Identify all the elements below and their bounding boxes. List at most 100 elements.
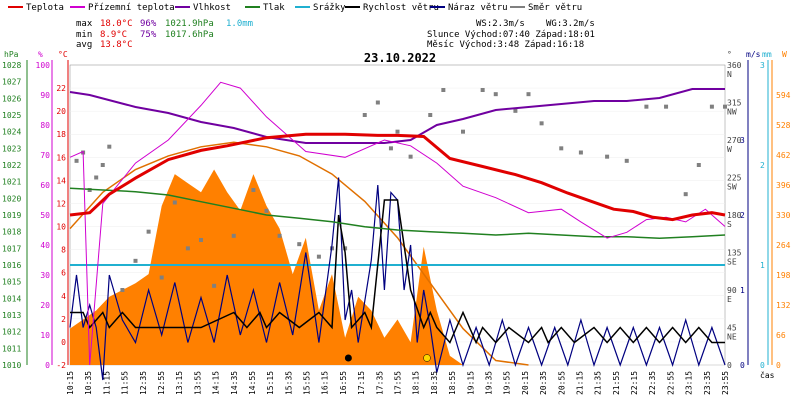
pressure-tick-label: 1021 [2,178,21,187]
wind-dir-tick-label: 180 [727,211,742,220]
wind-dir-point [723,104,727,109]
legend-label: Vlhkost [193,3,231,13]
pressure-tick-label: 1013 [2,311,21,320]
wind-dir-point [683,192,688,197]
pressure-tick-label: 1025 [2,111,21,120]
wind-dir-point [539,121,544,126]
x-tick-label: 21:35 [594,371,603,395]
x-tick-label: 19:55 [503,371,512,395]
wind-dir-point [264,208,269,213]
series-humidity [69,88,725,144]
legend-label: Rychlost větru [363,3,439,13]
x-tick-label: 15:55 [303,371,312,395]
temperature-tick-label: 8 [61,246,66,255]
x-tick-label: 22:55 [666,371,675,395]
wind-dir-tick-label: 225 [727,174,742,183]
rain-tick-label: 1 [760,261,765,270]
moonset-marker [344,354,352,362]
x-tick-label: 18:35 [430,371,439,395]
wind-dir-point [559,146,564,151]
legend: Teplota Přízemní teplota Vlhkost Tlak Srážky… [8,3,582,13]
wind-axis-title: m/s [746,50,761,59]
stats-block: max 18.0°C 96% 1021.9hPa 1.0mm min 8.9°C… [76,19,595,50]
temperature-tick-label: 0 [61,338,66,347]
wind-dir-point [251,188,256,192]
sunset-marker [423,354,431,362]
wind-dir-compass-label: NE [727,333,737,342]
wind-dir-point [644,104,649,109]
humidity-axis-title: % [38,50,43,59]
wind-dir-point [526,92,531,97]
pressure-tick-label: 1017 [2,244,21,253]
pressure-tick-label: 1018 [2,228,21,237]
x-tick-label: 23:15 [685,371,694,395]
wind-dir-point [480,88,485,92]
pressure-tick-label: 1022 [2,161,21,170]
wind-dir-point [696,163,701,167]
stat-min-hum: 75% [140,30,157,40]
solar-tick-label: 330 [776,211,791,220]
plot-area [69,81,727,381]
x-tick-label: 16:55 [339,371,348,395]
wind-dir-compass-label: SE [727,258,737,267]
wind-dir-point [493,92,498,97]
chart-title: 23.10.2022 [364,51,436,65]
solar-tick-label: 66 [776,331,786,340]
pressure-tick-label: 1015 [2,278,21,287]
series-wind [70,199,725,345]
x-tick-label: 12:35 [139,371,148,395]
wind-dir-point [461,129,465,134]
x-tick-label: 14:35 [230,371,239,395]
x-tick-label: 11:55 [121,371,130,395]
wind-dir-point [107,144,112,149]
wind-dir-compass-label: S [727,220,732,229]
x-tick-label: 13:55 [193,371,202,395]
solar-tick-label: 462 [776,151,791,160]
stat-min-label: min [76,30,92,40]
x-tick-label: 17:15 [357,371,366,395]
stat-max-label: max [76,19,93,29]
x-tick-label: 18:55 [448,371,457,395]
stat-max-press: 1021.9hPa [165,19,214,29]
x-tick-label: 20:15 [521,371,530,395]
stat-max-rain: 1.0mm [226,19,253,29]
wind-dir-point [375,100,380,105]
stat-ws: WS:2.3m/s [476,19,525,29]
temperature-tick-label: -2 [56,361,66,370]
x-tick-label: 21:55 [612,371,621,395]
wind-dir-point [578,150,583,155]
wind-dir-point [159,275,164,280]
legend-label: Náraz větru [448,3,508,13]
series-temperature [69,132,726,222]
solar-tick-label: 0 [776,361,781,370]
pressure-tick-label: 1028 [2,61,21,70]
pressure-tick-label: 1026 [2,94,21,103]
wind-dir-point [199,238,203,242]
x-tick-label: 15:15 [266,371,275,395]
wind-dir-tick-label: 315 [727,99,742,108]
wind-tick-label: 3 [740,136,745,145]
x-tick-label: 10:35 [84,371,93,395]
wind-dir-point [146,229,151,234]
x-tick-label: 18:15 [412,371,421,395]
series-solar [70,169,463,365]
legend-label: Tlak [263,3,285,13]
wind-dir-tick-label: 90 [727,286,737,295]
legend-label: Teplota [26,3,64,13]
x-tick-label: 14:15 [212,371,221,395]
pressure-tick-label: 1027 [2,78,21,87]
temperature-tick-label: 6 [61,269,66,278]
temperature-tick-label: 16 [56,153,66,162]
pressure-tick-label: 1019 [2,211,21,220]
stat-max-temp: 18.0°C [100,19,133,29]
wind-dir-tick-label: 45 [727,324,737,333]
wind-dir-compass-label: E [727,295,732,304]
x-tick-label: 22:35 [648,371,657,395]
pressure-tick-label: 1012 [2,328,21,337]
temperature-axis-title: °C [58,50,68,59]
wind-dir-point [172,200,177,205]
stat-avg-label: avg [76,40,92,50]
temperature-tick-label: 12 [56,199,66,208]
humidity-tick-label: 40 [40,241,50,250]
